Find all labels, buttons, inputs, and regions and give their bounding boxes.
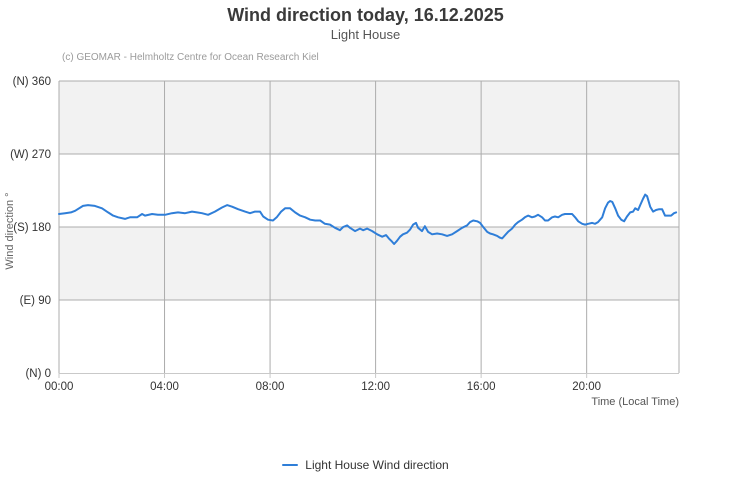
legend-item-light-house[interactable]: Light House Wind direction — [282, 458, 449, 472]
x-tick-label: 08:00 — [256, 381, 285, 393]
y-tick-label: (W) 270 — [10, 149, 51, 161]
legend: Light House Wind direction — [0, 458, 731, 472]
legend-item-label: Light House Wind direction — [305, 458, 449, 472]
series-line — [58, 193, 678, 245]
x-axis-title: Time (Local Time) — [591, 396, 679, 408]
y-tick-label: (N) 0 — [25, 368, 51, 380]
chart-title: Wind direction today, 16.12.2025 — [227, 5, 504, 25]
x-tick-label: 20:00 — [572, 381, 601, 393]
x-tick-label: 16:00 — [467, 381, 496, 393]
x-tick-label: 00:00 — [45, 381, 74, 393]
y-tick-label: (E) 90 — [20, 295, 51, 307]
y-tick-label: (S) 180 — [13, 222, 51, 234]
y-tick-label: (N) 360 — [13, 76, 51, 88]
plot-band — [59, 81, 679, 154]
x-tick-label: 12:00 — [361, 381, 390, 393]
x-tick-label: 04:00 — [150, 381, 179, 393]
credit-text: (c) GEOMAR - Helmholtz Centre for Ocean … — [62, 52, 319, 63]
chart-subtitle: Light House — [330, 27, 401, 42]
plot-band — [59, 227, 679, 300]
legend-line-marker — [282, 464, 299, 466]
